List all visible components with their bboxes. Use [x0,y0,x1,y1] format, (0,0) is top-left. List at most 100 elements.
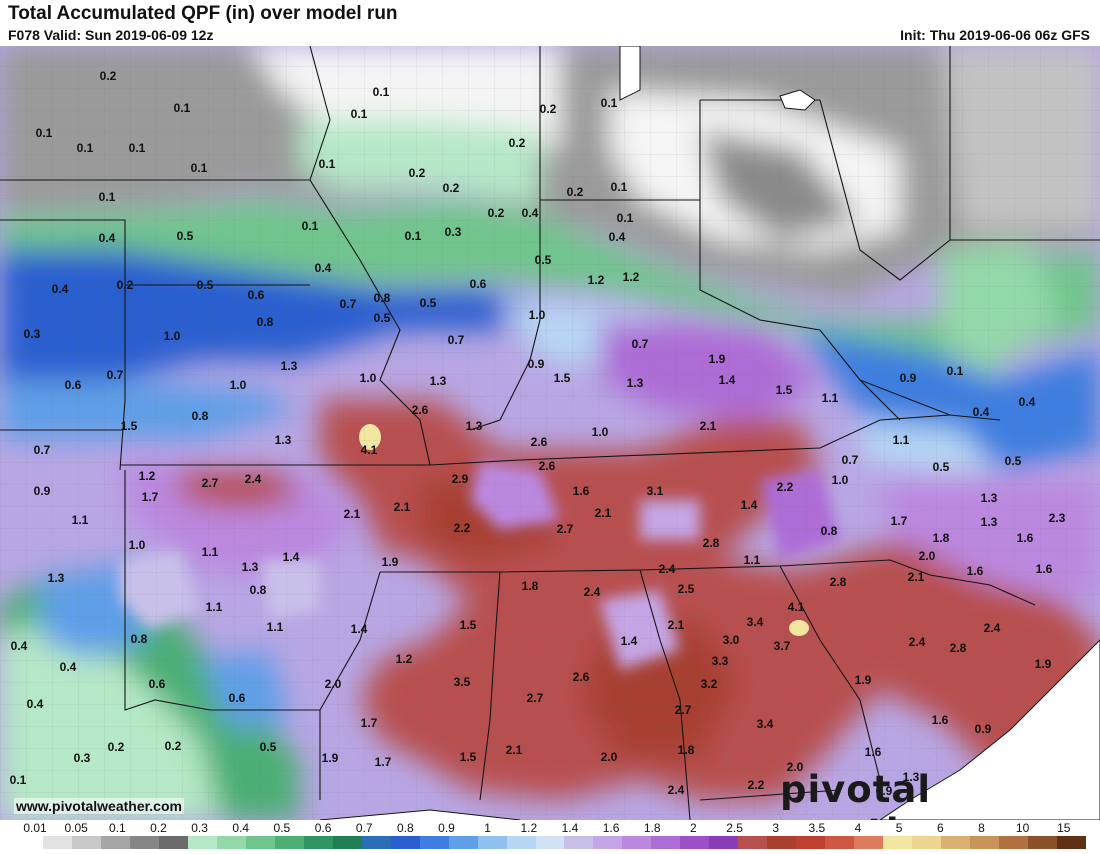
qpf-value-label: 2.1 [668,618,685,632]
qpf-value-label: 1.0 [129,538,146,552]
legend-tick: 15 [1057,821,1071,835]
legend-swatch [622,836,652,849]
qpf-value-label: 0.2 [540,102,557,116]
qpf-value-label: 1.5 [460,750,477,764]
lake-michigan [619,46,641,101]
qpf-value-label: 2.1 [506,743,523,757]
legend-tick: 5 [895,821,903,835]
qpf-value-label: 2.7 [527,691,544,705]
qpf-value-label: 2.4 [909,635,926,649]
legend-tick: 1.8 [643,821,661,835]
qpf-value-label: 0.7 [34,443,51,457]
qpf-value-label: 0.5 [1005,454,1022,468]
qpf-value-label: 2.8 [703,536,720,550]
legend-swatch [709,836,739,849]
qpf-value-label: 0.3 [74,751,91,765]
legend-swatch [216,836,247,849]
qpf-value-label: 1.0 [529,308,546,322]
qpf-value-label: 1.6 [1036,562,1053,576]
legend-swatch [680,836,710,849]
legend-swatch [796,836,826,849]
legend-swatch [506,836,536,849]
legend-tick: 0.9 [438,821,455,835]
legend-swatch [390,836,421,849]
legend-swatch [535,836,565,849]
qpf-value-label: 1.4 [719,373,736,387]
qpf-value-label: 1.8 [678,743,695,757]
qpf-value-label: 0.9 [900,371,917,385]
qpf-value-label: 0.1 [351,107,368,121]
qpf-value-label: 1.5 [554,371,571,385]
qpf-value-label: 0.2 [108,740,125,754]
qpf-value-label: 3.2 [701,677,718,691]
qpf-value-label: 0.4 [99,231,116,245]
qpf-value-label: 0.1 [129,141,146,155]
qpf-value-label: 1.7 [361,716,378,730]
qpf-value-label: 1.4 [283,550,300,564]
qpf-value-label: 1.0 [832,473,849,487]
legend-swatch [854,836,884,849]
qpf-value-label: 0.5 [177,229,194,243]
qpf-value-label: 0.1 [77,141,94,155]
qpf-value-label: 2.0 [325,677,342,691]
legend-swatch [564,836,594,849]
qpf-value-label: 1.1 [893,433,910,447]
qpf-value-label: 1.6 [573,484,590,498]
qpf-value-label: 1.9 [382,555,399,569]
legend-swatch [187,836,218,849]
qpf-value-label: 0.1 [191,161,208,175]
qpf-value-label: 0.8 [257,315,274,329]
qpf-value-label: 1.3 [275,433,292,447]
legend-swatch [361,836,392,849]
legend-tick: 0.2 [150,821,167,835]
qpf-value-label: 2.4 [659,562,676,576]
legend-swatch [883,836,913,849]
qpf-value-label: 1.3 [981,491,998,505]
qpf-value-label: 1.1 [72,513,89,527]
qpf-value-label: 1.6 [1017,531,1034,545]
qpf-value-label: 1.2 [623,270,640,284]
qpf-value-label: 0.6 [470,277,487,291]
qpf-value-label: 1.9 [855,673,872,687]
qpf-value-label: 1.2 [396,652,413,666]
legend-swatch [970,836,1000,849]
legend-swatch [303,836,334,849]
qpf-value-label: 1.4 [621,634,638,648]
qpf-value-label: 0.5 [197,278,214,292]
qpf-value-label: 0.2 [443,181,460,195]
qpf-value-label: 0.4 [973,405,990,419]
qpf-value-label: 1.5 [460,618,477,632]
legend-tick: 3 [772,821,780,835]
legend-tick: 0.05 [64,821,88,835]
qpf-value-label: 1.7 [891,514,908,528]
qpf-value-label: 2.7 [202,476,219,490]
qpf-value-label: 1.3 [981,515,998,529]
qpf-value-label: 1.0 [164,329,181,343]
legend-tick: 0.01 [23,821,47,835]
qpf-value-label: 2.2 [777,480,794,494]
qpf-value-label: 2.6 [412,403,429,417]
qpf-value-label: 0.3 [24,327,41,341]
legend-tick: 2 [690,821,697,835]
county-lines [0,46,1100,820]
qpf-value-label: 0.9 [975,722,992,736]
qpf-value-label: 0.8 [374,291,391,305]
qpf-value-label: 0.4 [52,282,69,296]
qpf-value-label: 4.1 [788,600,805,614]
qpf-value-label: 1.3 [48,571,65,585]
map-header: Total Accumulated QPF (in) over model ru… [0,0,1100,46]
qpf-value-label: 0.1 [302,219,319,233]
legend-swatch [274,836,305,849]
legend-swatch [477,836,508,849]
legend-tick: 10 [1015,821,1030,835]
qpf-value-label: 1.3 [627,376,644,390]
qpf-value-label: 2.3 [1049,511,1066,525]
qpf-value-label: 0.6 [229,691,246,705]
qpf-value-label: 0.2 [509,136,526,150]
qpf-value-label: 1.6 [967,564,984,578]
legend-swatch [1028,836,1058,849]
qpf-value-label: 3.1 [647,484,664,498]
qpf-value-label: 1.4 [741,498,758,512]
qpf-value-label: 0.2 [567,185,584,199]
qpf-value-label: 1.7 [142,490,159,504]
